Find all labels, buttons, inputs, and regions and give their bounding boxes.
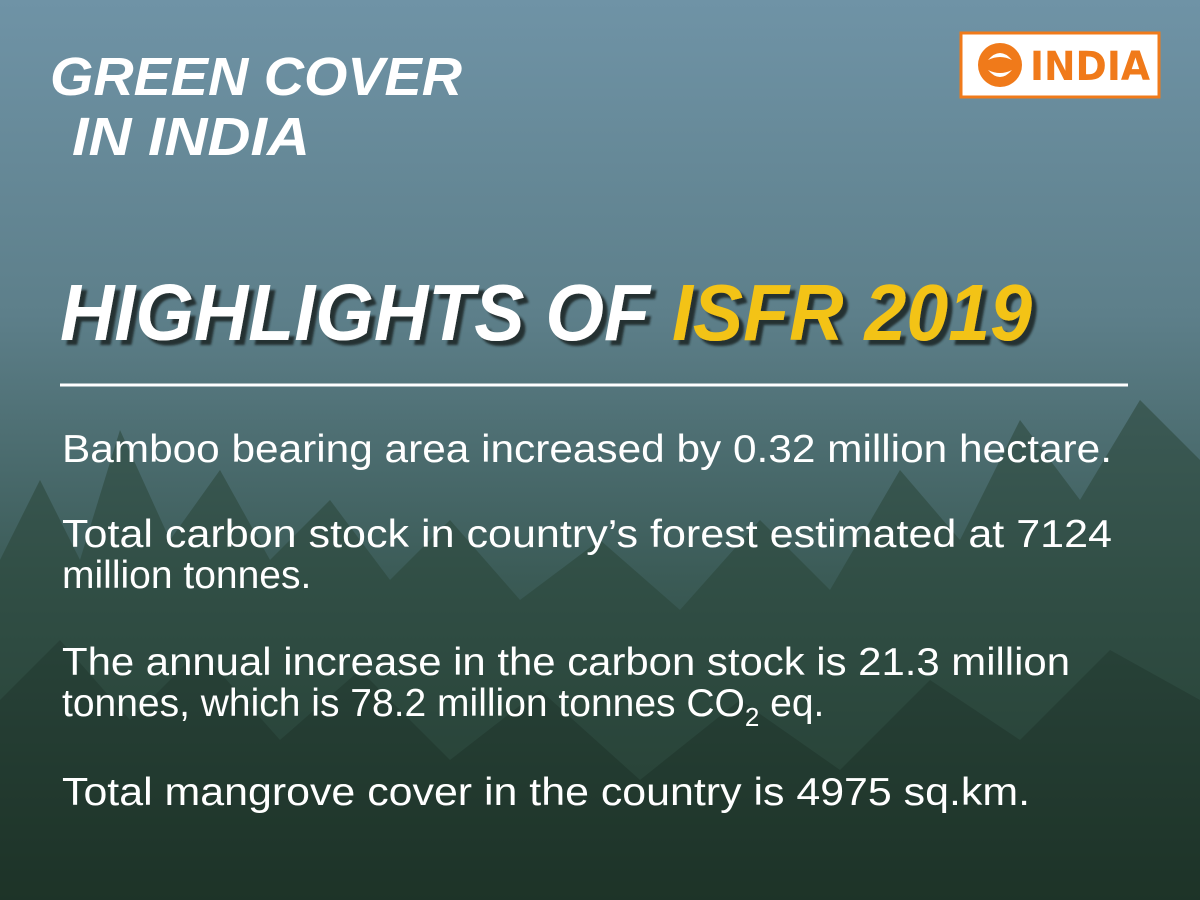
heading-text: HIGHLIGHTS OF	[60, 268, 652, 357]
logo-text: INDIA	[1030, 44, 1150, 90]
highlight-line: The annual increase in the carbon stock …	[62, 641, 1070, 684]
logo: INDIA	[959, 31, 1161, 99]
heading: HIGHLIGHTS OF ISFR 2019	[60, 268, 1032, 357]
highlight-line: Total carbon stock in country’s forest e…	[62, 513, 1112, 556]
title-line: IN INDIA	[72, 107, 310, 167]
highlight-line: Total mangrove cover in the country is 4…	[62, 771, 1030, 814]
highlight-line: Bamboo bearing area increased by 0.32 mi…	[62, 428, 1112, 471]
highlight-line: tonnes, which is 78.2 million tonnes CO2…	[62, 682, 824, 732]
subscript: 2	[745, 702, 759, 732]
highlight-text: tonnes, which is 78.2 million tonnes CO	[62, 682, 745, 725]
logo-mark	[978, 43, 1022, 87]
title-line: GREEN COVER	[50, 47, 462, 107]
heading-highlight: ISFR 2019	[672, 268, 1032, 357]
highlight-text: eq.	[759, 682, 824, 725]
highlight-line: million tonnes.	[62, 554, 311, 597]
tree-silhouettes	[0, 400, 1200, 900]
